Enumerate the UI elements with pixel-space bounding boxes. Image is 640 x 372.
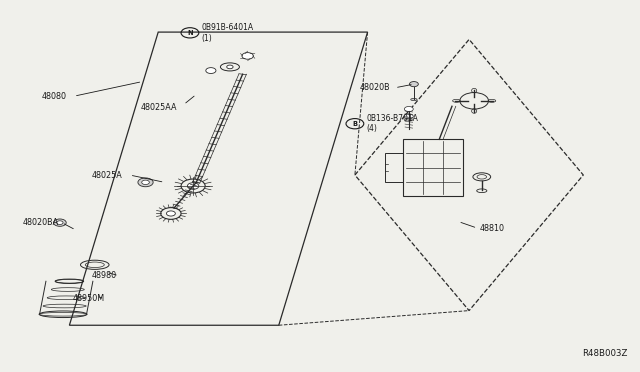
- Text: 48025A: 48025A: [92, 170, 122, 180]
- Circle shape: [141, 180, 149, 185]
- Circle shape: [57, 221, 63, 224]
- Text: 0B91B-6401A
(1): 0B91B-6401A (1): [202, 23, 253, 42]
- Circle shape: [242, 52, 253, 59]
- Ellipse shape: [411, 99, 417, 100]
- Circle shape: [54, 219, 66, 226]
- Text: 48980: 48980: [92, 271, 116, 280]
- Ellipse shape: [227, 65, 233, 69]
- Text: 48080: 48080: [42, 92, 67, 101]
- Circle shape: [138, 178, 153, 187]
- Text: 48025AA: 48025AA: [141, 103, 177, 112]
- Circle shape: [206, 68, 216, 74]
- Text: R48B003Z: R48B003Z: [582, 349, 628, 358]
- Text: 48950M: 48950M: [72, 294, 105, 303]
- Circle shape: [410, 81, 419, 87]
- Text: 48810: 48810: [480, 224, 505, 232]
- Text: B: B: [353, 121, 357, 127]
- Text: 48020B: 48020B: [359, 83, 390, 92]
- Text: N: N: [187, 30, 193, 36]
- Ellipse shape: [166, 211, 175, 216]
- Ellipse shape: [188, 183, 199, 189]
- Circle shape: [404, 114, 413, 119]
- Text: 48020BA: 48020BA: [23, 218, 60, 227]
- Circle shape: [404, 106, 413, 112]
- Text: 0B136-B701A
(4): 0B136-B701A (4): [366, 114, 418, 134]
